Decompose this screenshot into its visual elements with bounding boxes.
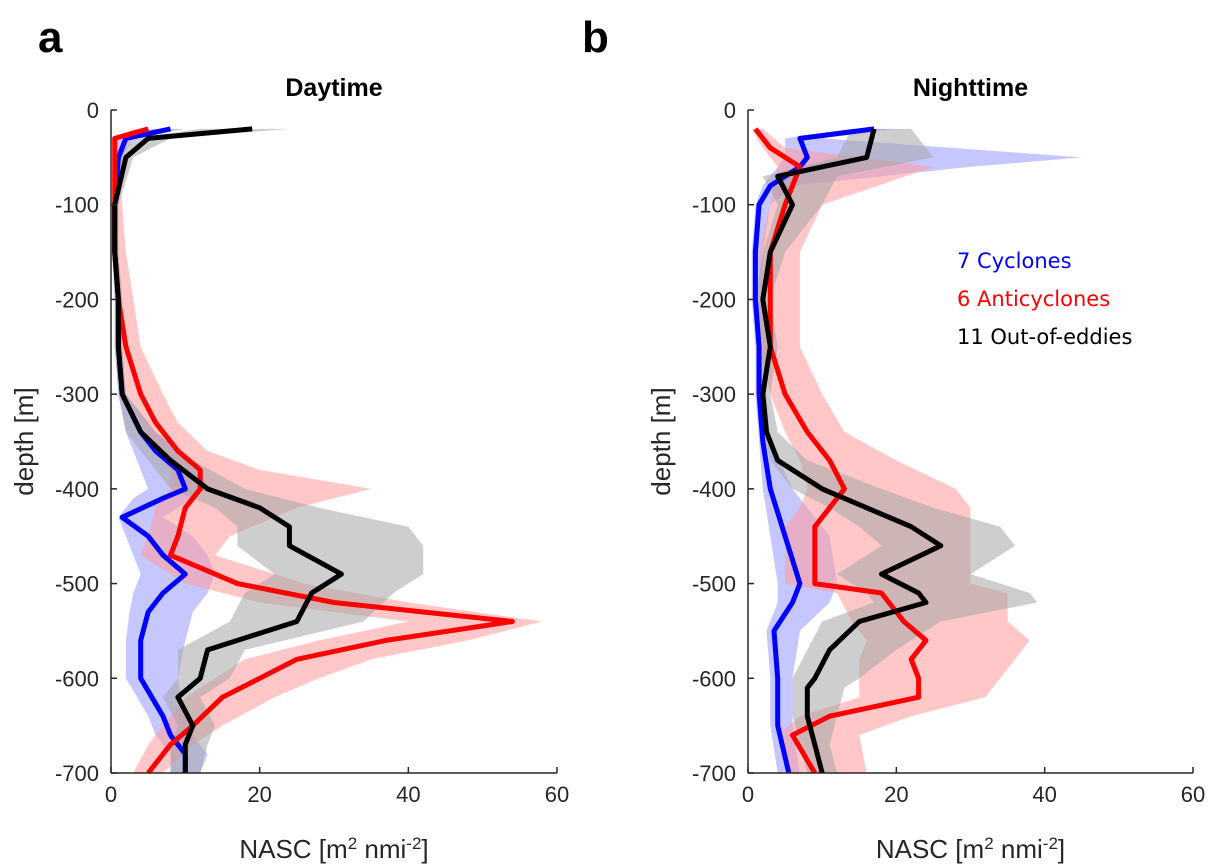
- legend-entry: 7 Cyclones: [957, 249, 1072, 273]
- panel-a: a Daytime 0 20 40 60 0 -100 -200 -300 -400 -500 -600…: [9, 13, 569, 864]
- y-axis-title: depth [m]: [646, 387, 676, 495]
- x-axis-title: NASC [m2 nmi-2]: [876, 834, 1065, 865]
- y-tick-label: -200: [692, 287, 736, 312]
- y-tick-label: -500: [55, 572, 99, 597]
- panel-b: b Nighttime 0 20 40 60 0 -100 -200 -300 -400 -500 -6…: [582, 13, 1205, 864]
- y-tick-label: 0: [724, 98, 736, 123]
- x-tick-label: 40: [396, 782, 420, 807]
- series-2-band: [112, 128, 424, 773]
- series-2-band: [755, 128, 1038, 773]
- x-tick-label: 60: [545, 782, 569, 807]
- legend-entry: 11 Out-of-eddies: [957, 325, 1132, 349]
- plot-area: [751, 126, 1082, 773]
- x-axis-title: NASC [m2 nmi-2]: [239, 834, 428, 865]
- series-2-line: [760, 128, 944, 773]
- y-tick-label: -300: [692, 382, 736, 407]
- y-axis-title: depth [m]: [9, 387, 39, 495]
- x-tick-label: 0: [105, 782, 117, 807]
- x-tick-label: 20: [247, 782, 271, 807]
- y-tick-label: -700: [692, 761, 736, 786]
- y-tick-label: -400: [55, 477, 99, 502]
- y-tick-label: -300: [55, 382, 99, 407]
- panel-title: Nighttime: [913, 74, 1028, 102]
- plot-area: [112, 126, 543, 773]
- y-tick-label: -100: [692, 193, 736, 218]
- y-tick-label: -200: [55, 287, 99, 312]
- series-2-line: [112, 126, 344, 773]
- x-tick-label: 20: [884, 782, 908, 807]
- y-tick-label: -100: [55, 193, 99, 218]
- panel-letter: b: [582, 13, 609, 62]
- x-tick-label: 40: [1032, 782, 1056, 807]
- panel-letter: a: [38, 13, 63, 62]
- x-tick-label: 60: [1181, 782, 1205, 807]
- y-tick-label: 0: [87, 98, 99, 123]
- y-tick-label: -700: [55, 761, 99, 786]
- panel-title: Daytime: [285, 74, 382, 102]
- y-tick-label: -600: [692, 666, 736, 691]
- x-tick-label: 0: [742, 782, 754, 807]
- series-0-band: [751, 128, 1082, 773]
- y-tick-label: -600: [55, 666, 99, 691]
- legend-entry: 6 Anticyclones: [957, 287, 1110, 311]
- y-tick-label: -400: [692, 477, 736, 502]
- y-tick-label: -500: [692, 572, 736, 597]
